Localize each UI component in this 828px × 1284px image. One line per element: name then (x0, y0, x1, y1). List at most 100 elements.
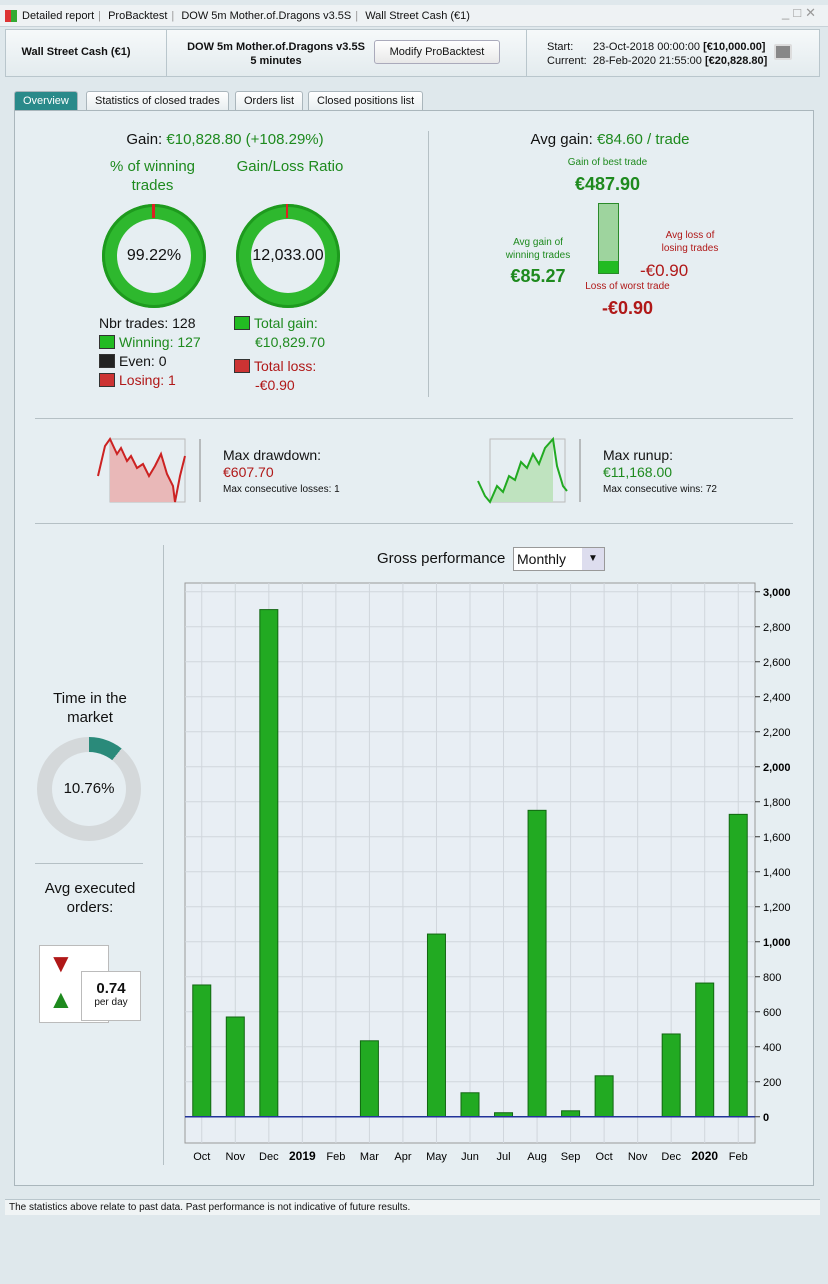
winning-swatch (99, 335, 115, 349)
strategy-name: DOW 5m Mother.of.Dragons v3.5S (187, 41, 365, 53)
time-in-market-label: Time in the market (53, 690, 127, 726)
chevron-down-icon[interactable]: ▼ (582, 548, 604, 570)
tab-orders-list[interactable]: Orders list (235, 91, 304, 110)
start-label: Start: (547, 41, 574, 53)
bar (460, 1092, 480, 1118)
runup-chart-icon (477, 436, 581, 504)
minimize-icon[interactable]: _ (782, 5, 794, 20)
win-pct-value: 99.22% (117, 219, 191, 293)
x-tick-label: Feb (729, 1151, 748, 1163)
avg-orders-value: 0.74 (96, 980, 126, 997)
avg-win-label: Avg gain of winning trades (505, 237, 571, 261)
avg-loss-label: Avg loss of losing trades (661, 230, 719, 254)
bar (359, 1040, 379, 1118)
title-part: DOW 5m Mother.of.Dragons v3.5S (181, 10, 352, 22)
bar (426, 933, 446, 1118)
period-select-value: Monthly (517, 551, 567, 567)
drawdown-label: Max drawdown: (223, 447, 322, 463)
y-tick-label: 1,600 (763, 832, 791, 844)
x-tick-label: Oct (193, 1151, 210, 1163)
avg-gain-label: Avg gain: (530, 131, 593, 148)
tab-overview[interactable]: Overview (14, 91, 78, 110)
start-value: [€10,000.00] (703, 41, 766, 53)
y-tick-label: 1,200 (763, 902, 791, 914)
nbr-trades: Nbr trades: 128 (99, 315, 196, 331)
x-tick-label: Jun (461, 1151, 479, 1163)
y-tick-label: 2,200 (763, 727, 791, 739)
y-tick-label: 3,000 (763, 587, 791, 599)
bar (259, 609, 279, 1118)
runup-label: Max runup: (603, 447, 674, 463)
bar (561, 1110, 581, 1118)
y-tick-label: 2,800 (763, 622, 791, 634)
ratio-ring: 12,033.00 (236, 204, 340, 308)
maximize-icon[interactable]: □ (793, 5, 806, 20)
y-tick-label: 1,400 (763, 867, 791, 879)
x-tick-label: Nov (226, 1151, 246, 1163)
avg-gain-value: €84.60 / trade (596, 131, 690, 148)
time-in-market-ring: 10.76% (37, 737, 141, 841)
runup-consec: Max consecutive wins: 72 (603, 484, 717, 495)
x-tick-label: Apr (394, 1151, 411, 1163)
total-loss-swatch (234, 359, 250, 373)
tab-statistics[interactable]: Statistics of closed trades (86, 91, 229, 110)
ratio-label: Gain/Loss Ratio (236, 158, 344, 175)
drawdown-value: €607.70 (223, 464, 274, 480)
y-tick-label: 400 (763, 1042, 781, 1054)
title-part: ProBacktest (108, 10, 168, 22)
bar (728, 813, 748, 1118)
tab-closed-positions[interactable]: Closed positions list (308, 91, 424, 110)
app-icon (5, 10, 17, 22)
bar (661, 1033, 681, 1118)
current-value: [€20,828.80] (704, 55, 768, 67)
title-part: Wall Street Cash (€1) (365, 10, 470, 22)
gain-label: Gain: (126, 131, 163, 148)
y-tick-label: 2,600 (763, 657, 791, 669)
x-tick-label: Oct (596, 1151, 613, 1163)
avg-orders-label: Avg executed orders: (44, 880, 136, 916)
y-tick-label: 800 (763, 972, 781, 984)
best-trade-value: €487.90 (574, 174, 641, 194)
even-count: Even: 0 (119, 353, 167, 369)
report-header: Wall Street Cash (€1) DOW 5m Mother.of.D… (5, 29, 820, 77)
y-tick-label: 2,000 (763, 762, 791, 774)
x-tick-label: Dec (661, 1151, 681, 1163)
total-gain-swatch (234, 316, 250, 330)
runup-value: €11,168.00 (603, 464, 673, 480)
arrow-down-icon: ▼ (48, 948, 74, 978)
chart-title: Gross performance (377, 550, 506, 567)
win-pct-ring: 99.22% (102, 204, 206, 308)
total-loss-value: -€0.90 (255, 377, 295, 393)
bar (527, 809, 547, 1118)
x-tick-label: May (426, 1151, 447, 1163)
win-pct-label: % of winning trades (109, 158, 196, 194)
window-controls: _□✕ (782, 5, 820, 21)
drawdown-chart-icon (97, 437, 201, 503)
period-select[interactable]: Monthly ▼ (513, 547, 605, 571)
x-tick-label: 2019 (289, 1149, 316, 1163)
even-swatch (99, 354, 115, 368)
arrow-up-icon: ▲ (48, 984, 74, 1014)
x-tick-label: Jul (496, 1151, 510, 1163)
timeframe: 5 minutes (250, 55, 302, 67)
instrument-name: Wall Street Cash (€1) (21, 46, 131, 58)
gain-value: €10,828.80 (+108.29%) (166, 131, 324, 148)
modify-probacktest-button[interactable]: Modify ProBacktest (374, 40, 500, 64)
title-part: Detailed report (22, 10, 95, 22)
x-tick-label: 2020 (691, 1149, 718, 1163)
ratio-value: 12,033.00 (251, 219, 325, 293)
y-tick-label: 600 (763, 1007, 781, 1019)
bar (594, 1075, 614, 1118)
bar (695, 982, 715, 1118)
window-title-bar: Detailed report | ProBacktest | DOW 5m Mot… (0, 5, 828, 27)
total-loss-label: Total loss: (254, 358, 317, 374)
worst-trade-value: -€0.90 (601, 298, 654, 318)
print-icon[interactable] (774, 44, 792, 60)
y-tick-label: 2,400 (763, 692, 791, 704)
chart-svg: 0 200 400 600 800 1,000 1,200 1,400 1,600 1,800 2,… (184, 582, 791, 1163)
x-tick-label: Sep (561, 1151, 581, 1163)
avg-win-value: €85.27 (510, 266, 566, 286)
losing-swatch (99, 373, 115, 387)
overview-panel: Gain: €10,828.80 (+108.29%) % of winning… (14, 110, 814, 1186)
close-icon[interactable]: ✕ (805, 5, 820, 20)
